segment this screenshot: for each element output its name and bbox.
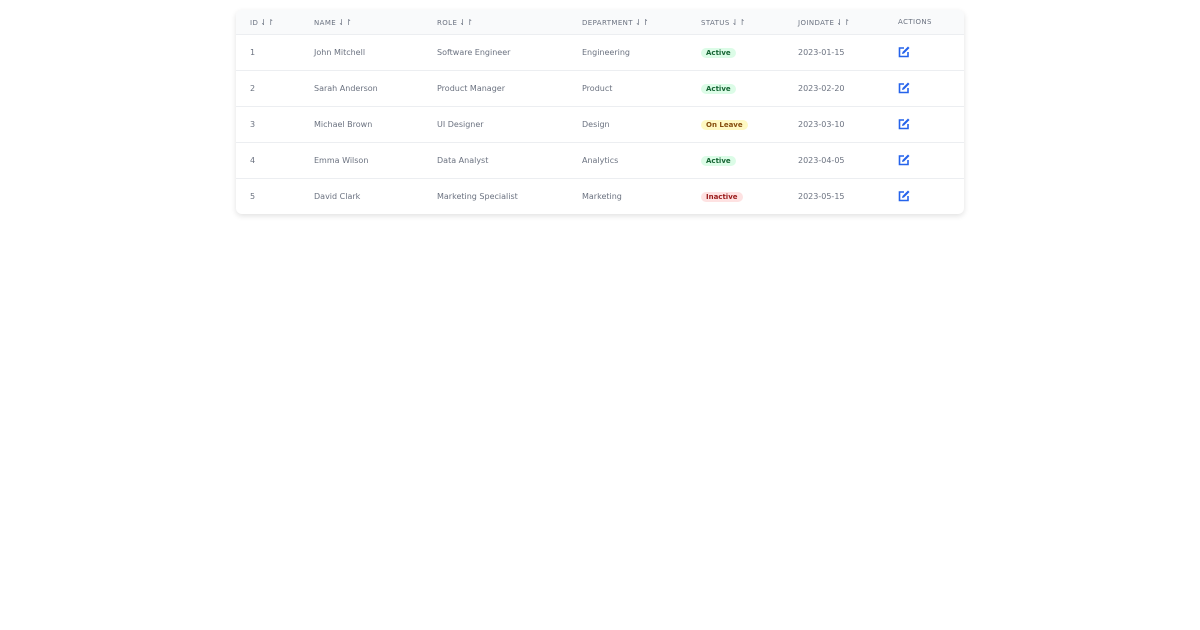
cell-actions — [897, 106, 964, 143]
joindate-text: 2023-04-05 — [798, 156, 845, 165]
cell-status: Active — [700, 70, 797, 107]
role-text: UI Designer — [437, 120, 484, 129]
sort-icon[interactable]: ⇃↾ — [459, 17, 474, 27]
joindate-text: 2023-03-10 — [798, 120, 845, 129]
cell-role: Product Manager — [436, 70, 581, 107]
column-header-label: Department — [582, 18, 633, 27]
role-text: Marketing Specialist — [437, 192, 518, 201]
department-text: Design — [582, 120, 610, 129]
department-text: Engineering — [582, 48, 630, 57]
edit-icon[interactable] — [898, 118, 910, 132]
sort-icon[interactable]: ⇃↾ — [836, 17, 851, 27]
sort-icon[interactable]: ⇃↾ — [731, 17, 746, 27]
cell-joindate: 2023-03-10 — [797, 106, 897, 143]
cell-actions — [897, 34, 964, 71]
cell-department: Product — [581, 70, 700, 107]
name-text: Michael Brown — [314, 120, 373, 129]
sort-icon[interactable]: ⇃↾ — [260, 17, 275, 27]
cell-actions — [897, 142, 964, 179]
column-header-label: JoinDate — [798, 18, 835, 27]
cell-status: Active — [700, 34, 797, 71]
column-header-label: Role — [437, 18, 458, 27]
column-header-id[interactable]: ID ⇃↾ — [236, 10, 313, 35]
table-row: 4 Emma Wilson Data Analyst Analytics Active 2… — [236, 142, 964, 179]
status-badge: Active — [701, 155, 736, 166]
cell-joindate: 2023-01-15 — [797, 34, 897, 71]
cell-joindate: 2023-05-15 — [797, 178, 897, 214]
edit-icon[interactable] — [898, 46, 910, 60]
status-badge: Active — [701, 83, 736, 94]
cell-role: UI Designer — [436, 106, 581, 143]
cell-joindate: 2023-04-05 — [797, 142, 897, 179]
joindate-text: 2023-01-15 — [798, 48, 845, 57]
column-header-label: Name — [314, 18, 337, 27]
cell-id: 4 — [236, 142, 313, 179]
name-text: John Mitchell — [314, 48, 366, 57]
id-text: 2 — [250, 84, 256, 93]
column-header-role[interactable]: Role ⇃↾ — [436, 10, 581, 35]
sort-icon[interactable]: ⇃↾ — [338, 17, 353, 27]
column-header-label: Status — [701, 18, 730, 27]
cell-name: David Clark — [313, 178, 436, 214]
cell-department: Engineering — [581, 34, 700, 71]
name-text: Sarah Anderson — [314, 84, 378, 93]
cell-status: Active — [700, 142, 797, 179]
edit-icon[interactable] — [898, 154, 910, 168]
cell-name: Michael Brown — [313, 106, 436, 143]
cell-role: Software Engineer — [436, 34, 581, 71]
cell-status: On Leave — [700, 106, 797, 143]
joindate-text: 2023-02-20 — [798, 84, 845, 93]
role-text: Product Manager — [437, 84, 505, 93]
cell-name: Sarah Anderson — [313, 70, 436, 107]
status-badge: Active — [701, 47, 736, 58]
employee-table: ID ⇃↾ Name ⇃↾ Role ⇃↾ Department ⇃↾ Status ⇃↾ Join… — [236, 10, 964, 214]
edit-icon[interactable] — [898, 190, 910, 204]
cell-status: Inactive — [700, 178, 797, 214]
table-row: 5 David Clark Marketing Specialist Marketin… — [236, 178, 964, 214]
cell-actions — [897, 70, 964, 107]
cell-name: John Mitchell — [313, 34, 436, 71]
table-row: 2 Sarah Anderson Product Manager Product Act… — [236, 70, 964, 107]
id-text: 3 — [250, 120, 256, 129]
id-text: 1 — [250, 48, 256, 57]
column-header-name[interactable]: Name ⇃↾ — [313, 10, 436, 35]
column-header-status[interactable]: Status ⇃↾ — [700, 10, 797, 35]
role-text: Data Analyst — [437, 156, 489, 165]
table-row: 3 Michael Brown UI Designer Design On Leave 2… — [236, 106, 964, 143]
name-text: David Clark — [314, 192, 361, 201]
role-text: Software Engineer — [437, 48, 511, 57]
column-header-label: Actions — [898, 18, 932, 26]
column-header-joindate[interactable]: JoinDate ⇃↾ — [797, 10, 897, 35]
cell-id: 5 — [236, 178, 313, 214]
employee-table-card: ID ⇃↾ Name ⇃↾ Role ⇃↾ Department ⇃↾ Status ⇃↾ Join… — [236, 10, 964, 214]
cell-joindate: 2023-02-20 — [797, 70, 897, 107]
column-header-label: ID — [250, 18, 259, 27]
cell-id: 2 — [236, 70, 313, 107]
cell-id: 3 — [236, 106, 313, 143]
cell-department: Marketing — [581, 178, 700, 214]
department-text: Product — [582, 84, 613, 93]
name-text: Emma Wilson — [314, 156, 369, 165]
cell-name: Emma Wilson — [313, 142, 436, 179]
cell-role: Data Analyst — [436, 142, 581, 179]
status-badge: On Leave — [701, 119, 748, 130]
status-badge: Inactive — [701, 191, 743, 202]
id-text: 5 — [250, 192, 256, 201]
table-row: 1 John Mitchell Software Engineer Engineeri… — [236, 34, 964, 71]
cell-id: 1 — [236, 34, 313, 71]
column-header-actions: Actions — [897, 10, 964, 35]
joindate-text: 2023-05-15 — [798, 192, 845, 201]
id-text: 4 — [250, 156, 256, 165]
cell-department: Design — [581, 106, 700, 143]
edit-icon[interactable] — [898, 82, 910, 96]
cell-department: Analytics — [581, 142, 700, 179]
department-text: Marketing — [582, 192, 622, 201]
cell-actions — [897, 178, 964, 214]
column-header-department[interactable]: Department ⇃↾ — [581, 10, 700, 35]
sort-icon[interactable]: ⇃↾ — [634, 17, 650, 27]
cell-role: Marketing Specialist — [436, 178, 581, 214]
department-text: Analytics — [582, 156, 619, 165]
